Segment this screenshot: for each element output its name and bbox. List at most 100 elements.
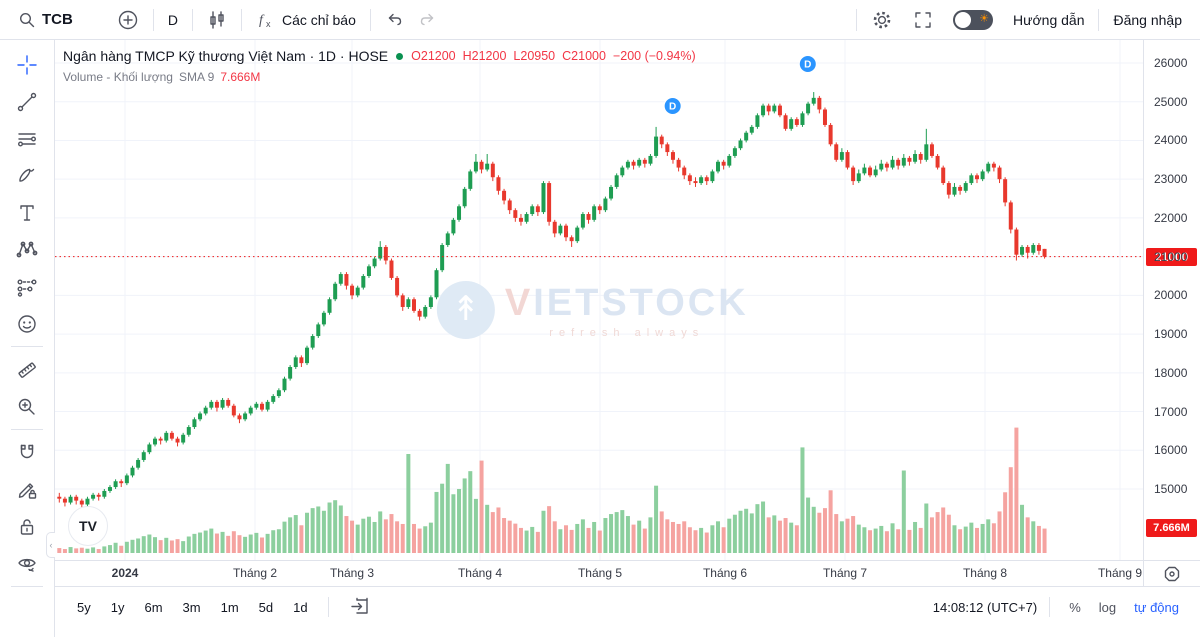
tool-drawing-lock[interactable] (8, 471, 46, 508)
volume-bar (755, 504, 760, 553)
volume-bar (597, 530, 602, 553)
clock[interactable]: 14:08:12 (UTC+7) (932, 599, 1038, 615)
tool-ruler[interactable] (8, 351, 46, 388)
price-volume-chart[interactable]: DD (55, 40, 1143, 560)
log-scale-button[interactable]: log (1098, 599, 1117, 615)
range-button-6m[interactable]: 6m (144, 599, 163, 615)
candle-body (924, 144, 929, 160)
candle-body (1025, 246, 1030, 253)
redo-button[interactable] (415, 4, 447, 36)
volume-bar (1008, 467, 1013, 553)
volume-bar (203, 530, 208, 553)
tool-lock-all[interactable] (8, 508, 46, 545)
volume-bar (119, 545, 124, 553)
fullscreen-button[interactable] (903, 4, 943, 36)
candle-body (130, 467, 135, 476)
time-axis-corner[interactable] (1143, 561, 1200, 586)
volume-bar (141, 536, 146, 553)
volume-bar (766, 517, 771, 553)
tool-xabcd-pattern[interactable] (8, 231, 46, 268)
auto-scale-button[interactable]: tự động (1134, 599, 1179, 615)
tradingview-logo[interactable]: TV (68, 506, 108, 546)
symbol-search-button[interactable]: TCB (8, 4, 83, 36)
tool-fib-lines[interactable] (8, 120, 46, 157)
market-open-dot (396, 52, 404, 60)
dividend-marker-icon[interactable] (798, 55, 817, 73)
volume-bar (344, 516, 349, 553)
volume-bar (169, 540, 174, 553)
guide-button[interactable]: Hướng dẫn (1003, 4, 1094, 36)
candle-body (845, 152, 850, 168)
volume-bar (749, 513, 754, 553)
quick-settings-icon (1164, 566, 1180, 581)
tool-crosshair[interactable] (8, 46, 46, 83)
volume-bar (423, 526, 428, 553)
tool-text[interactable] (8, 194, 46, 231)
volume-bar (130, 539, 135, 553)
volume-bar (400, 523, 405, 553)
undo-button[interactable] (375, 4, 415, 36)
indicators-button[interactable]: f x Các chỉ báo (246, 4, 366, 36)
range-button-1m[interactable]: 1m (220, 599, 239, 615)
range-button-5y[interactable]: 5y (77, 599, 91, 615)
volume-bar (558, 529, 563, 553)
crosshair-icon (17, 54, 37, 75)
tool-forecast-position[interactable] (8, 268, 46, 305)
login-button[interactable]: Đăng nhập (1103, 4, 1192, 36)
volume-bar (91, 547, 96, 553)
candle-body (732, 148, 737, 156)
volume-bar (462, 478, 467, 553)
range-button-1y[interactable]: 1y (110, 599, 125, 615)
settings-button[interactable] (861, 4, 903, 36)
candle-body (980, 171, 985, 180)
compare-add-button[interactable] (107, 4, 149, 36)
volume-bar (609, 514, 614, 553)
candle-body (395, 277, 400, 296)
time-axis[interactable]: 2024 Tháng 2 Tháng 3 Tháng 4 Tháng 5 Tháng 6 T… (55, 561, 1143, 586)
volume-bar (732, 514, 737, 553)
tool-brush[interactable] (8, 157, 46, 194)
tool-hide-drawings[interactable] (8, 545, 46, 582)
dividend-marker-label: D (669, 102, 676, 113)
volume-bar (198, 532, 203, 553)
chart-style-button[interactable] (197, 4, 237, 36)
volume-bar (507, 520, 512, 553)
redo-icon (420, 13, 434, 25)
tool-trend-line[interactable] (8, 83, 46, 120)
candle-body (445, 233, 450, 246)
top-toolbar: TCB D f x Các chỉ báo (0, 0, 1200, 40)
instrument-title[interactable]: Ngân hàng TMCP Kỹ thương Việt Nam · 1D ·… (63, 48, 389, 64)
tool-emoji[interactable] (8, 305, 46, 342)
price-axis[interactable]: 21000 7.666M 26000 25000 24000 23000 22000 21… (1143, 40, 1200, 560)
interval-button[interactable]: D (158, 4, 188, 36)
theme-toggle[interactable]: ☀ (953, 9, 993, 30)
volume-bar (637, 520, 642, 553)
candle-body (299, 357, 304, 364)
candle-body (237, 415, 242, 420)
candle-body (355, 287, 360, 296)
volume-bar (901, 470, 906, 553)
candle-body (868, 167, 873, 176)
percent-scale-button[interactable]: % (1069, 599, 1081, 615)
range-button-5d[interactable]: 5d (258, 599, 274, 615)
volume-bar (1036, 525, 1041, 553)
go-to-date-button[interactable] (341, 592, 379, 622)
time-axis-label: Tháng 9 (1097, 566, 1143, 580)
range-button-1d[interactable]: 1d (293, 599, 308, 615)
dividend-marker-icon[interactable] (663, 97, 682, 115)
tool-zoom-in[interactable] (8, 388, 46, 425)
tool-magnet[interactable] (8, 434, 46, 471)
sidebar-collapse-handle[interactable]: ‹ (46, 532, 55, 558)
volume-bar (541, 510, 546, 553)
candle-body (659, 136, 664, 145)
candle-body (361, 275, 366, 288)
volume-bar (518, 527, 523, 553)
range-button-3m[interactable]: 3m (182, 599, 201, 615)
volume-indicator-label[interactable]: Volume - Khối lượng (63, 70, 173, 84)
candle-body (276, 390, 281, 397)
volume-bar (434, 491, 439, 553)
candle-body (822, 109, 827, 125)
price-tick-label: 21000 (1154, 249, 1188, 264)
volume-bar (670, 521, 675, 553)
